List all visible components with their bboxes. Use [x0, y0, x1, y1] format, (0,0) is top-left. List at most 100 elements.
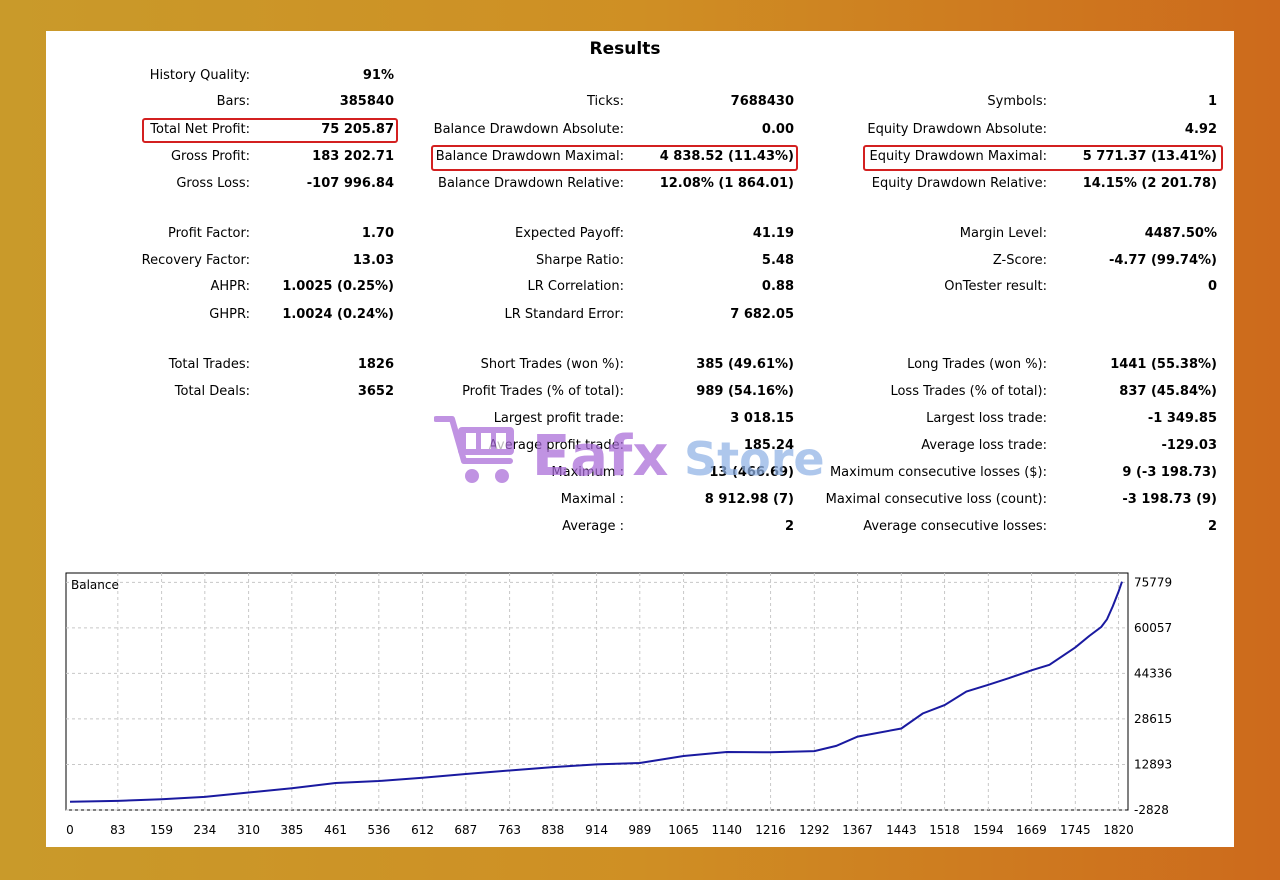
- chart-grid: [66, 573, 1128, 811]
- stat-label: Expected Payoff:: [515, 226, 624, 241]
- results-title: Results: [589, 39, 661, 59]
- stat-value: 5 771.37 (13.41%): [1082, 149, 1217, 164]
- stat-value: -107 996.84: [306, 176, 394, 191]
- stat-label: Bars:: [216, 94, 250, 109]
- y-tick-label: 75779: [1134, 575, 1172, 589]
- stat-label: Total Trades:: [168, 357, 250, 372]
- stat-value: 9 (-3 198.73): [1122, 465, 1217, 480]
- stat-label: Largest profit trade:: [493, 411, 624, 426]
- stat-label: Maximal :: [560, 492, 624, 507]
- stat-label: Recovery Factor:: [141, 253, 250, 268]
- x-tick-label: 0: [66, 823, 74, 837]
- chart-title: Balance: [71, 578, 119, 592]
- stat-value: 1.0024 (0.24%): [282, 307, 394, 322]
- x-tick-label: 1065: [668, 823, 699, 837]
- x-tick-label: 763: [498, 823, 521, 837]
- stat-label: Total Deals:: [174, 384, 250, 399]
- stat-label: Maximum :: [551, 465, 624, 480]
- stat-value: 5.48: [761, 253, 794, 268]
- y-tick-label: 12893: [1134, 757, 1172, 771]
- x-tick-label: 536: [367, 823, 390, 837]
- stat-value: -1 349.85: [1147, 411, 1217, 426]
- stat-label: Balance Drawdown Absolute:: [433, 122, 624, 137]
- x-tick-label: 461: [324, 823, 347, 837]
- stat-value: 183 202.71: [312, 149, 394, 164]
- stat-label: Balance Drawdown Maximal:: [435, 149, 624, 164]
- stat-value: 1.70: [361, 226, 394, 241]
- stat-label: Loss Trades (% of total):: [890, 384, 1047, 399]
- stat-value: 4 838.52 (11.43%): [659, 149, 794, 164]
- stat-value: 989 (54.16%): [696, 384, 794, 399]
- stat-label: Gross Profit:: [170, 149, 250, 164]
- stat-label: Average consecutive losses:: [863, 519, 1047, 534]
- stat-label: Equity Drawdown Relative:: [871, 176, 1047, 191]
- x-tick-label: 1594: [973, 823, 1004, 837]
- stat-label: Ticks:: [587, 94, 624, 109]
- stat-value: 41.19: [752, 226, 794, 241]
- stat-label: Profit Trades (% of total):: [462, 384, 624, 399]
- x-tick-label: 1745: [1060, 823, 1091, 837]
- x-tick-label: 1518: [929, 823, 960, 837]
- stat-label: Average loss trade:: [921, 438, 1047, 453]
- stat-value: 2: [1207, 519, 1217, 534]
- y-tick-label: 60057: [1134, 621, 1172, 635]
- stat-label: Average :: [562, 519, 624, 534]
- stat-value: 3652: [357, 384, 394, 399]
- stat-value: 0: [1207, 279, 1217, 294]
- y-axis-ticks: -2828 12893 28615 44336 60057 75779: [1134, 575, 1172, 817]
- stat-value: -3 198.73 (9): [1122, 492, 1217, 507]
- stat-label: Z-Score:: [992, 253, 1047, 268]
- y-tick-label: -2828: [1134, 803, 1169, 817]
- x-tick-label: 83: [110, 823, 125, 837]
- stat-value: 91%: [362, 68, 394, 83]
- y-tick-label: 44336: [1134, 666, 1172, 680]
- stat-label: Average profit trade:: [488, 438, 624, 453]
- stat-value: 385840: [339, 94, 394, 109]
- stat-label: LR Standard Error:: [504, 307, 624, 322]
- highlight-box-net-profit: [142, 118, 398, 143]
- stat-value: 0.00: [761, 122, 794, 137]
- stat-value: 7688430: [730, 94, 794, 109]
- stat-value: 13 (466.69): [709, 465, 794, 480]
- stat-label: Sharpe Ratio:: [536, 253, 624, 268]
- stat-label: OnTester result:: [944, 279, 1047, 294]
- x-tick-label: 1443: [886, 823, 917, 837]
- stat-label: Maximum consecutive losses ($):: [829, 465, 1047, 480]
- stat-value: 1.0025 (0.25%): [282, 279, 394, 294]
- highlight-box-balance-drawdown: [431, 145, 798, 171]
- x-tick-label: 159: [150, 823, 173, 837]
- x-tick-label: 385: [280, 823, 303, 837]
- x-tick-label: 1292: [799, 823, 830, 837]
- balance-chart: Balance 0 83 159 234 310 385 461 536 612 687 763 83…: [65, 572, 1172, 837]
- stat-label: Long Trades (won %):: [907, 357, 1047, 372]
- stat-value: 12.08% (1 864.01): [659, 176, 794, 191]
- stat-value: 7 682.05: [730, 307, 794, 322]
- stat-label: GHPR:: [209, 307, 250, 322]
- x-tick-label: 1216: [755, 823, 786, 837]
- stat-value: -4.77 (99.74%): [1108, 253, 1217, 268]
- stat-label: Symbols:: [987, 94, 1047, 109]
- x-tick-label: 234: [193, 823, 216, 837]
- x-tick-label: 1820: [1103, 823, 1134, 837]
- stat-value: 837 (45.84%): [1119, 384, 1217, 399]
- stat-value: 4487.50%: [1144, 226, 1217, 241]
- x-axis-ticks: 0 83 159 234 310 385 461 536 612 687 763 838 914 989 1…: [66, 823, 1134, 837]
- stat-label: Margin Level:: [959, 226, 1047, 241]
- x-tick-label: 989: [628, 823, 651, 837]
- y-tick-label: 28615: [1134, 712, 1172, 726]
- stat-value: 13.03: [352, 253, 394, 268]
- stat-value: 1826: [357, 357, 394, 372]
- highlight-box-equity-drawdown: [863, 145, 1223, 171]
- stat-label: Balance Drawdown Relative:: [438, 176, 624, 191]
- x-tick-label: 612: [411, 823, 434, 837]
- stat-value: 1: [1207, 94, 1217, 109]
- stat-label: Largest loss trade:: [926, 411, 1047, 426]
- x-tick-label: 1669: [1016, 823, 1047, 837]
- stat-label: Equity Drawdown Maximal:: [869, 149, 1047, 164]
- x-tick-label: 310: [237, 823, 260, 837]
- stat-label: Total Net Profit:: [150, 122, 250, 137]
- stat-value: 75 205.87: [321, 122, 394, 137]
- stat-label: History Quality:: [149, 68, 250, 83]
- results-panel: Results History Quality: 91% Bars: 38584…: [46, 31, 1234, 847]
- stat-value: 0.88: [761, 279, 794, 294]
